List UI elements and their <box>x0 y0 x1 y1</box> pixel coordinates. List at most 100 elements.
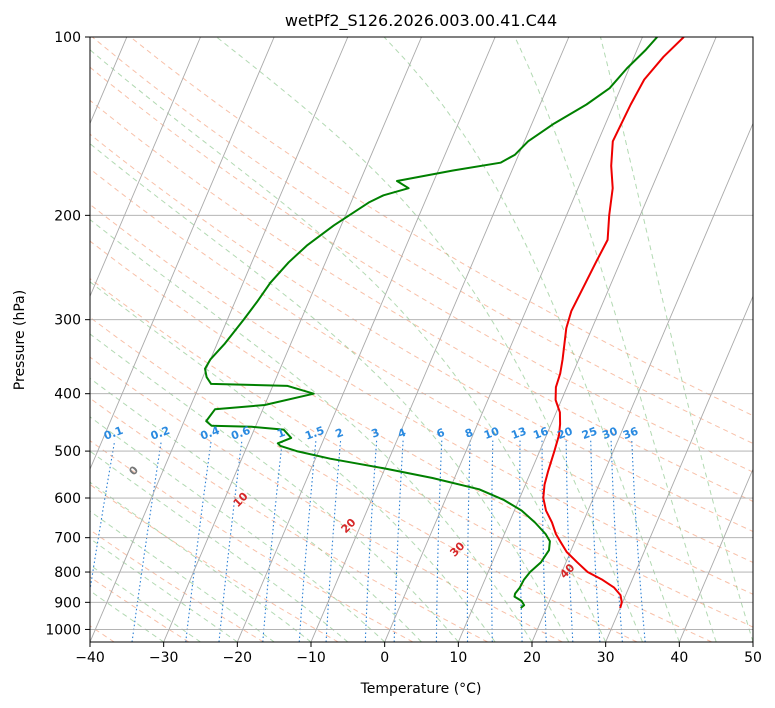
mixing-ratio-line <box>298 440 317 642</box>
dry-adiabat <box>90 576 190 642</box>
moist-adiabat <box>90 510 275 642</box>
dry-adiabat <box>90 66 753 473</box>
moist-adiabat <box>90 49 607 642</box>
x-axis-title: Temperature (°C) <box>360 681 482 697</box>
x-tick-label: 50 <box>744 650 762 666</box>
mixing-ratio-label: 36 <box>621 424 640 442</box>
x-tick-label: −40 <box>75 650 105 666</box>
mixing-ratio-line <box>435 440 443 642</box>
y-tick-label: 300 <box>54 313 81 329</box>
x-tick-label: 40 <box>670 650 688 666</box>
isotherm <box>90 37 275 471</box>
mixing-ratio-line <box>519 440 523 642</box>
mixing-ratio-line <box>590 440 601 642</box>
x-tick-label: 0 <box>380 650 389 666</box>
mixing-ratio-label: 8 <box>463 426 475 441</box>
dry-adiabat <box>90 356 563 642</box>
isotherm <box>163 37 422 642</box>
mixing-ratio-line <box>218 440 243 642</box>
y-axis-ticks: 100 200 300 400 500 600 700 800 900 1000 <box>45 30 90 638</box>
moist-adiabat <box>90 281 496 642</box>
chart-title: wetPf2_S126.2026.003.00.41.C44 <box>285 11 557 31</box>
moist-adiabat <box>90 481 312 642</box>
x-tick-label: −30 <box>149 650 179 666</box>
moist-adiabat <box>600 37 753 642</box>
y-tick-label: 700 <box>54 531 81 547</box>
mixing-ratio-label: 0.1 <box>102 424 125 443</box>
mixing-ratio-label: 3 <box>370 426 382 441</box>
moist-adiabat <box>90 590 164 642</box>
temperature-line <box>542 37 685 609</box>
y-tick-label: 900 <box>54 595 81 611</box>
x-tick-label: −20 <box>223 650 253 666</box>
mixing-ratio-label: 16 <box>531 424 550 442</box>
y-tick-label: 400 <box>54 387 81 403</box>
mixing-ratio-line <box>541 440 547 642</box>
mixing-ratio-label: 4 <box>396 426 408 441</box>
moist-adiabat <box>90 143 570 642</box>
mixing-ratio-line <box>325 440 342 642</box>
isotherm <box>90 37 349 642</box>
moist-adiabat <box>90 450 349 642</box>
mixing-ratio-label: 0.6 <box>229 424 252 443</box>
mixing-ratio-line <box>364 440 378 642</box>
x-tick-label: 30 <box>597 650 615 666</box>
dry-adiabat <box>91 37 753 445</box>
dry-adiabat <box>90 278 712 642</box>
y-tick-label: 800 <box>54 565 81 581</box>
x-tick-label: −10 <box>296 650 326 666</box>
x-tick-label: 20 <box>523 650 541 666</box>
mixing-ratio-label: 1.5 <box>303 424 326 443</box>
mixing-ratio-label: 20 <box>556 424 575 442</box>
mixing-ratio-line <box>466 440 471 642</box>
dry-adiabat <box>90 397 488 642</box>
mixing-ratio-label: 25 <box>580 425 599 442</box>
mixing-ratio-line <box>631 440 646 642</box>
isotherm <box>457 37 717 642</box>
dry-adiabat-label: 40 <box>557 561 577 581</box>
mixing-ratio-line <box>131 440 162 642</box>
isotherm <box>605 295 753 642</box>
plot-frame <box>89 36 754 643</box>
moist-adiabat <box>90 537 238 642</box>
dry-adiabat <box>90 529 264 642</box>
mixing-ratio-line <box>490 440 494 642</box>
dry-adiabat-label: -10 <box>16 426 39 449</box>
mixing-ratio-label: 30 <box>601 424 620 442</box>
y-axis-title: Pressure (hPa) <box>12 290 28 390</box>
isotherm <box>384 37 643 642</box>
grid-lines <box>90 37 753 642</box>
isotherm <box>752 640 753 642</box>
moist-adiabat <box>90 377 422 642</box>
y-tick-label: 600 <box>54 491 81 507</box>
moist-adiabat <box>383 37 680 642</box>
isotherm <box>310 37 570 642</box>
mixing-ratio-line <box>262 440 283 642</box>
x-tick-label: 10 <box>449 650 467 666</box>
y-tick-label: 1000 <box>45 622 81 638</box>
mixing-ratio-line <box>185 440 212 642</box>
y-tick-label: 200 <box>54 208 81 224</box>
isotherm <box>236 37 496 642</box>
background-lines <box>90 37 753 642</box>
isotherm <box>678 467 753 642</box>
mixing-ratio-label: 13 <box>509 425 528 442</box>
dry-adiabat-label: 30 <box>447 539 467 559</box>
dry-adiabat-label: 0 <box>126 463 141 478</box>
dewpoint-line <box>204 37 658 609</box>
mixing-ratio-label: 0.4 <box>199 424 222 443</box>
moist-adiabat <box>90 564 201 642</box>
dry-adiabat-label: 20 <box>339 516 359 536</box>
series-layer <box>204 37 685 609</box>
dry-adiabat <box>90 440 414 642</box>
moist-adiabat <box>90 416 386 642</box>
mixing-ratio-line <box>90 440 116 594</box>
y-tick-label: 500 <box>54 444 81 460</box>
isotherm <box>531 122 753 642</box>
dry-adiabat <box>90 133 753 533</box>
moist-adiabat <box>216 37 643 642</box>
mixing-ratio-line <box>565 440 574 642</box>
dry-adiabat <box>90 168 753 563</box>
mixing-ratio-label: 1 <box>275 426 287 441</box>
